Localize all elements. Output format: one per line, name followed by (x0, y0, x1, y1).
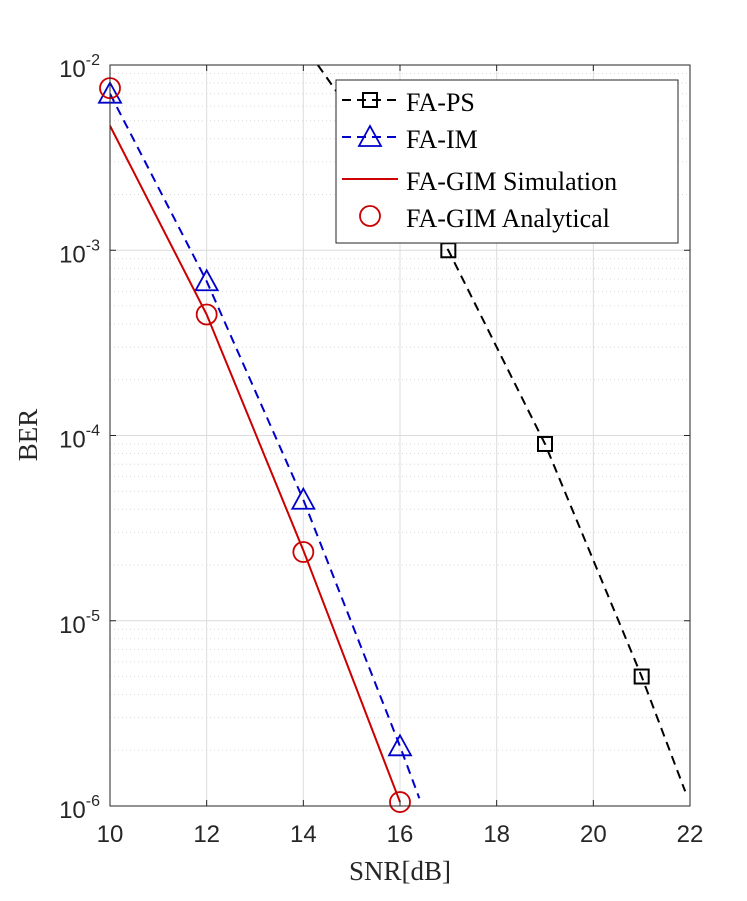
y-tick-label: 10-5 (59, 608, 100, 639)
x-tick-label: 20 (580, 821, 607, 848)
x-tick-label: 14 (290, 821, 317, 848)
data-point-fa-im (290, 486, 316, 510)
x-axis-label: SNR[dB] (349, 856, 451, 886)
legend-box (335, 79, 679, 244)
y-tick-label: 10-4 (59, 423, 100, 454)
legend-marker-fa-ps (362, 92, 378, 108)
y-axis-label: BER (13, 409, 43, 462)
data-point-fa-gim-analytical (292, 541, 315, 563)
legend: FA-PS FA-IM FA-GIM Simulation FA-GIM Ana… (335, 79, 679, 244)
x-tick-label: 18 (483, 821, 510, 848)
legend-marker-fa-im (357, 124, 383, 147)
data-point-fa-ps (633, 668, 650, 685)
series-line-fa-gim-simulation (110, 125, 401, 803)
data-point-fa-ps (537, 435, 553, 452)
legend-marker-fa-gim-analytical (359, 205, 381, 227)
data-point-fa-gim-analytical (389, 791, 411, 813)
data-point-fa-im (194, 268, 220, 292)
x-tick-label: 22 (677, 821, 704, 848)
legend-label-fa-im: FA-IM (406, 125, 478, 154)
legend-label-fa-ps: FA-PS (406, 88, 475, 117)
x-tick-label: 16 (387, 821, 414, 848)
y-tick-label: 10-3 (59, 237, 100, 268)
series-line-fa-im (110, 93, 421, 799)
y-tick-label: 10-6 (59, 793, 100, 824)
x-tick-label: 12 (193, 821, 220, 848)
data-point-fa-gim-analytical (195, 303, 218, 326)
legend-label-fa-gim-simulation: FA-GIM Simulation (406, 167, 617, 196)
data-point-fa-im (387, 733, 413, 757)
y-tick-label: 10-2 (59, 52, 100, 83)
axis-ticks: 10 12 14 16 18 20 22 10-2 10-3 10-4 10-5 10-6 (59, 52, 703, 848)
legend-label-fa-gim-analytical: FA-GIM Analytical (406, 204, 610, 233)
legend-glyphs (342, 92, 398, 227)
grid (109, 64, 691, 807)
x-tick-label: 10 (97, 821, 124, 848)
